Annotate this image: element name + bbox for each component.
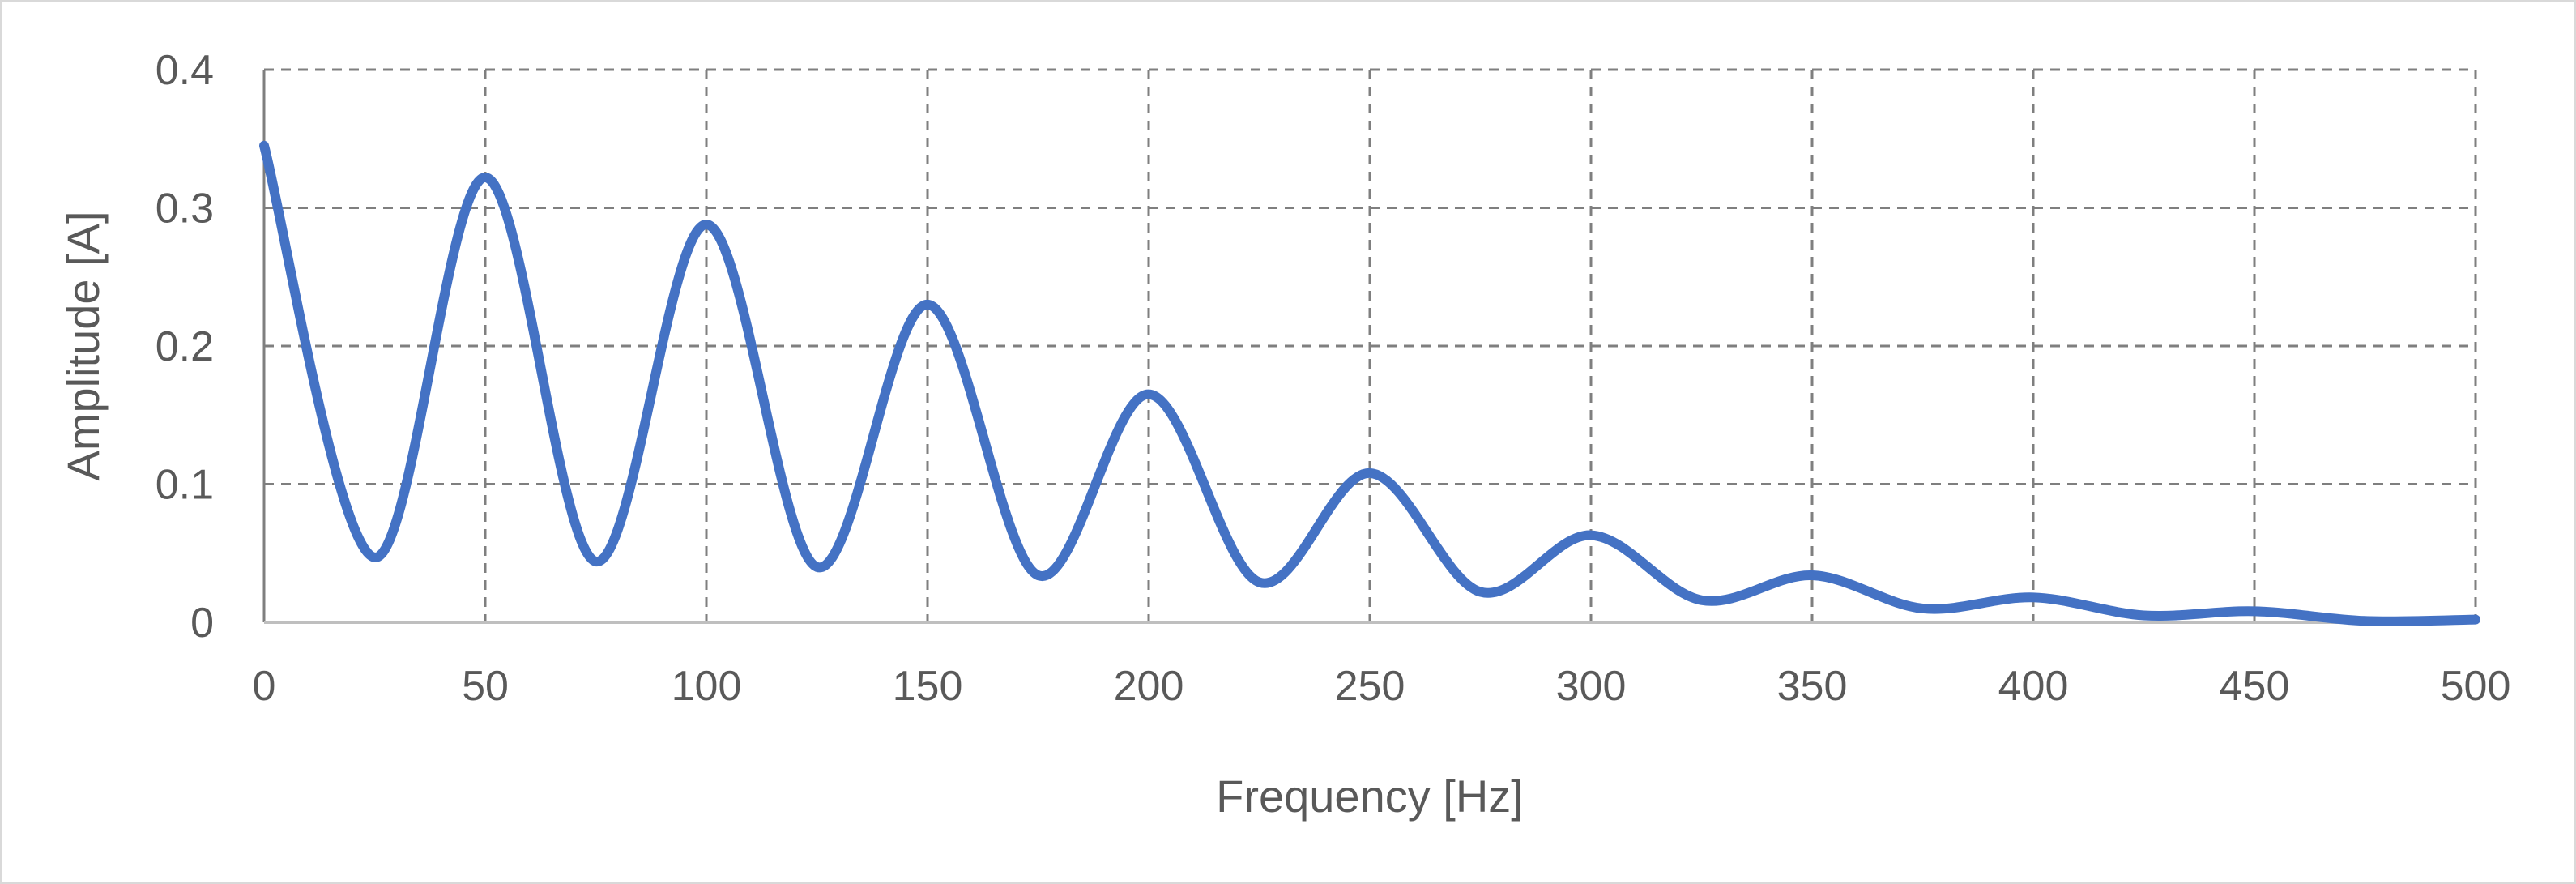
y-tick-label: 0.3 xyxy=(156,186,214,233)
x-tick-label: 400 xyxy=(1998,663,2069,710)
x-tick-label: 350 xyxy=(1777,663,1848,710)
data-series xyxy=(259,140,2480,626)
x-tick-label: 50 xyxy=(462,663,509,710)
series-line xyxy=(259,140,2480,626)
y-tick-label: 0.2 xyxy=(156,323,214,370)
x-tick-label: 200 xyxy=(1114,663,1184,710)
x-tick-labels: 0 50 100 150 200 250 300 350 400 450 500 xyxy=(253,663,2511,710)
x-tick-label: 450 xyxy=(2220,663,2290,710)
x-tick-label: 100 xyxy=(672,663,742,710)
x-tick-label: 500 xyxy=(2441,663,2511,710)
grid-lines xyxy=(264,68,2477,622)
x-tick-label: 300 xyxy=(1556,663,1627,710)
y-tick-label: 0 xyxy=(190,600,214,647)
y-tick-labels: 0 0.1 0.2 0.3 0.4 xyxy=(156,47,214,647)
x-axis-title: Frequency [Hz] xyxy=(1216,771,1524,822)
x-tick-label: 0 xyxy=(253,663,276,710)
x-tick-label: 250 xyxy=(1335,663,1405,710)
y-tick-label: 0.4 xyxy=(156,47,214,94)
y-axis-title: Amplitude [A] xyxy=(58,211,109,480)
x-tick-label: 150 xyxy=(893,663,963,710)
y-tick-label: 0.1 xyxy=(156,462,214,509)
